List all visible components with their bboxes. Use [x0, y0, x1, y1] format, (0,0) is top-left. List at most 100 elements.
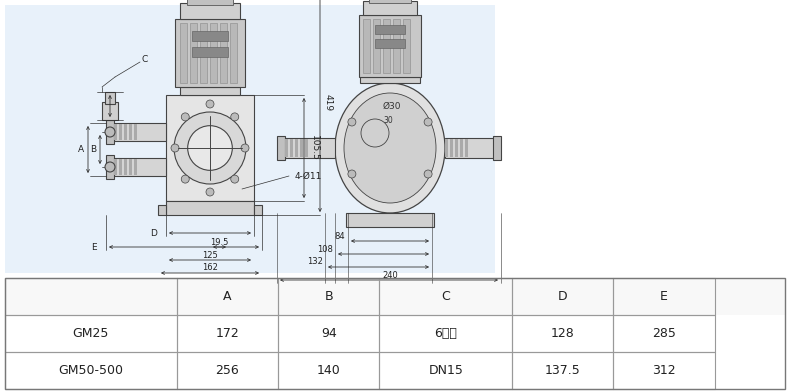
Bar: [180, 3, 240, 19]
Bar: [455, 139, 458, 157]
Circle shape: [188, 126, 232, 170]
Text: 108: 108: [317, 245, 333, 254]
Bar: [360, 77, 420, 83]
Text: 312: 312: [653, 364, 676, 377]
Text: 419: 419: [323, 94, 333, 112]
Text: B: B: [325, 290, 333, 303]
Bar: [512, 278, 613, 315]
Bar: [114, 159, 117, 175]
Circle shape: [181, 175, 190, 183]
Text: A: A: [223, 290, 231, 303]
Text: 285: 285: [653, 327, 676, 340]
Bar: [192, 31, 228, 41]
Bar: [175, 19, 245, 87]
Bar: [158, 205, 166, 215]
Bar: [300, 139, 303, 157]
Ellipse shape: [335, 83, 445, 213]
Bar: [278, 278, 379, 315]
Bar: [493, 136, 501, 160]
Circle shape: [231, 113, 239, 121]
Bar: [200, 23, 207, 83]
Circle shape: [348, 118, 356, 126]
Bar: [102, 102, 118, 120]
Bar: [285, 139, 288, 157]
Text: 6软管: 6软管: [435, 327, 457, 340]
Text: 128: 128: [551, 327, 574, 340]
Text: D: D: [151, 229, 157, 238]
Bar: [363, 19, 370, 73]
Text: 4-Ø11: 4-Ø11: [295, 172, 322, 180]
Bar: [379, 352, 512, 389]
Bar: [445, 138, 495, 158]
Bar: [180, 87, 240, 95]
Circle shape: [181, 113, 190, 121]
Bar: [613, 315, 715, 352]
Text: C: C: [442, 290, 450, 303]
Circle shape: [206, 100, 214, 108]
Bar: [106, 155, 114, 179]
Bar: [5, 5, 495, 273]
Bar: [192, 47, 228, 57]
Text: 162: 162: [202, 263, 218, 272]
Bar: [373, 19, 380, 73]
Bar: [187, 0, 233, 5]
Bar: [166, 201, 254, 215]
Bar: [512, 315, 613, 352]
Text: 94: 94: [321, 327, 337, 340]
Bar: [379, 278, 512, 315]
Circle shape: [424, 170, 432, 178]
Bar: [106, 120, 114, 144]
Bar: [5, 278, 785, 315]
Bar: [5, 352, 785, 389]
Bar: [450, 139, 453, 157]
Circle shape: [206, 188, 214, 196]
Bar: [114, 123, 166, 141]
Bar: [129, 159, 132, 175]
Ellipse shape: [344, 93, 436, 203]
Text: GM25: GM25: [73, 327, 109, 340]
Bar: [277, 136, 285, 160]
Bar: [5, 278, 177, 315]
Text: A: A: [78, 145, 84, 154]
Text: B: B: [90, 145, 96, 154]
Bar: [445, 139, 448, 157]
Text: 137.5: 137.5: [545, 364, 581, 377]
Text: 30: 30: [383, 116, 393, 125]
Circle shape: [171, 144, 179, 152]
Bar: [460, 139, 463, 157]
Text: 140: 140: [317, 364, 340, 377]
Circle shape: [348, 170, 356, 178]
Text: D: D: [558, 290, 567, 303]
Text: 132: 132: [307, 258, 323, 267]
Text: 84: 84: [335, 232, 345, 241]
Circle shape: [424, 118, 432, 126]
Bar: [613, 352, 715, 389]
Text: E: E: [91, 243, 97, 252]
Bar: [180, 23, 187, 83]
Text: DN15: DN15: [428, 364, 463, 377]
Circle shape: [241, 144, 249, 152]
Text: E: E: [660, 290, 668, 303]
Bar: [375, 25, 405, 34]
Bar: [124, 159, 127, 175]
Text: 105.5: 105.5: [310, 135, 318, 161]
Bar: [5, 315, 177, 352]
Bar: [295, 139, 298, 157]
Bar: [114, 158, 166, 176]
Bar: [220, 23, 227, 83]
Text: 172: 172: [216, 327, 239, 340]
Circle shape: [174, 112, 246, 184]
Bar: [5, 278, 785, 389]
Bar: [278, 315, 379, 352]
Bar: [5, 315, 785, 352]
Bar: [105, 92, 115, 104]
Text: 19.5: 19.5: [210, 238, 228, 247]
Bar: [512, 352, 613, 389]
Bar: [305, 139, 308, 157]
Bar: [379, 315, 512, 352]
Bar: [278, 352, 379, 389]
Bar: [375, 39, 405, 48]
Bar: [177, 352, 278, 389]
Bar: [369, 0, 411, 3]
Bar: [465, 139, 468, 157]
